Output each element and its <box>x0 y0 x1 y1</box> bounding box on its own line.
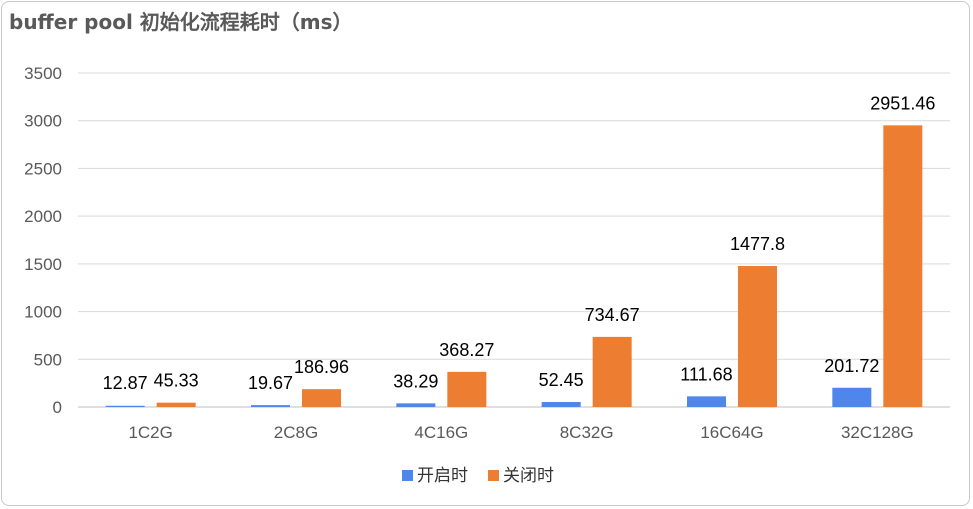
x-tick-label: 1C2G <box>128 423 172 442</box>
x-tick-label: 4C16G <box>414 423 468 442</box>
data-label: 19.67 <box>248 373 293 393</box>
data-label: 52.45 <box>539 370 584 390</box>
bar-enabled <box>541 401 581 407</box>
x-tick-label: 2C8G <box>274 423 318 442</box>
y-axis: 0 500 1000 1500 2000 2500 3000 3500 <box>24 64 62 417</box>
data-label: 201.72 <box>824 356 879 376</box>
data-label: 12.87 <box>103 373 148 393</box>
chart-title: buffer pool 初始化流程耗时（ms） <box>9 10 353 34</box>
legend-label-enabled: 开启时 <box>417 466 468 486</box>
bar-enabled <box>105 405 145 407</box>
bars <box>105 125 923 408</box>
data-label: 1477.8 <box>730 234 785 254</box>
bar-enabled <box>251 405 290 407</box>
y-tick-label: 1000 <box>24 303 62 322</box>
legend-swatch-disabled <box>488 470 499 481</box>
y-tick-label: 2500 <box>24 159 62 178</box>
bar-enabled <box>832 387 872 407</box>
legend-label-disabled: 关闭时 <box>503 466 554 486</box>
data-label: 45.33 <box>154 371 199 391</box>
data-label: 2951.46 <box>870 93 935 113</box>
data-label: 734.67 <box>585 305 640 325</box>
legend-swatch-enabled <box>402 470 413 481</box>
bar-enabled <box>396 403 436 407</box>
x-tick-label: 8C32G <box>560 423 614 442</box>
y-tick-label: 1500 <box>24 255 62 274</box>
bar-enabled <box>687 396 726 407</box>
data-label: 38.29 <box>393 371 438 391</box>
y-tick-label: 500 <box>34 350 62 369</box>
bar-disabled <box>883 125 923 408</box>
bar-disabled <box>592 336 632 407</box>
bar-disabled <box>738 265 777 407</box>
y-tick-label: 2000 <box>24 207 62 226</box>
data-label: 111.68 <box>680 364 732 384</box>
x-tick-label: 16C64G <box>700 423 763 442</box>
y-tick-label: 3000 <box>24 112 62 131</box>
y-tick-label: 0 <box>53 398 62 417</box>
bar-disabled <box>302 389 341 407</box>
x-tick-label: 32C128G <box>841 423 914 442</box>
y-tick-label: 3500 <box>24 64 62 83</box>
bar-disabled <box>156 402 196 407</box>
x-axis: 1C2G 2C8G 4C16G 8C32G 16C64G 32C128G <box>128 423 913 442</box>
data-label: 368.27 <box>439 340 494 360</box>
legend: 开启时 关闭时 <box>402 466 554 486</box>
bar-disabled <box>447 371 487 407</box>
data-label: 186.96 <box>294 357 349 377</box>
gridlines <box>78 72 950 408</box>
